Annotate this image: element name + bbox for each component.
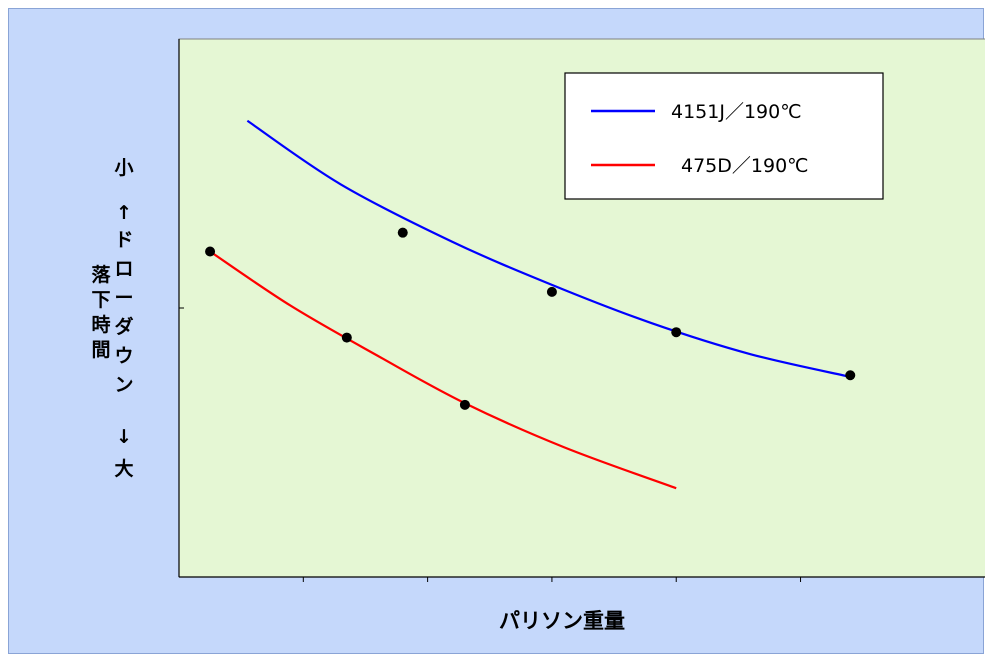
- chart-frame: 4151J／190℃ 475D／190℃ 小 ↑ ドローダウン 落下時間 ↓ 大 …: [8, 8, 985, 654]
- data-point: [341, 332, 352, 343]
- x-axis-label: パリソン重量: [499, 609, 625, 633]
- data-point: [546, 286, 557, 297]
- y-label-arrow-down: ↓: [116, 426, 132, 448]
- series-line-2: [209, 250, 677, 490]
- axes: [178, 39, 985, 582]
- data-point: [459, 399, 470, 410]
- y-label-large: 大: [114, 457, 133, 480]
- legend-items: 4151J／190℃ 475D／190℃: [591, 101, 809, 177]
- series-line-1: [246, 119, 851, 378]
- legend-label-1: 4151J／190℃: [671, 101, 802, 123]
- legend-label-2: 475D／190℃: [681, 155, 809, 177]
- data-point: [205, 246, 216, 257]
- y-label-small: 小: [114, 157, 133, 179]
- y-label-arrow-up: ↑: [116, 202, 132, 224]
- legend-box: [564, 72, 884, 200]
- legend: 4151J／190℃ 475D／190℃: [564, 72, 884, 200]
- data-point: [671, 327, 682, 338]
- y-label-drawdown: ドローダウン: [114, 229, 133, 396]
- series-layer: [205, 119, 856, 490]
- y-label-drop-time: 落下時間: [91, 263, 111, 361]
- data-point: [397, 227, 408, 238]
- data-point: [845, 370, 856, 381]
